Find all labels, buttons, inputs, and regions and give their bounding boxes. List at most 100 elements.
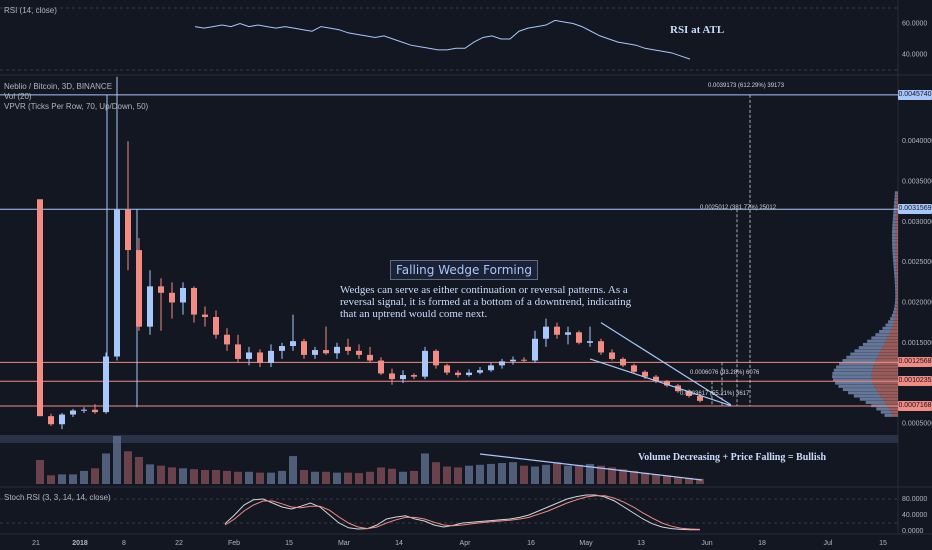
volume-bar-14 xyxy=(190,469,198,484)
candle-body-45 xyxy=(532,338,538,361)
vpvr-down-row-8 xyxy=(875,388,898,392)
vpvr-down-row-34 xyxy=(896,304,898,308)
volume-indicator-title: Vol (20) xyxy=(4,92,32,101)
vpvr-up-row-48 xyxy=(893,259,897,263)
candle-body-0 xyxy=(37,199,43,417)
vpvr-up-row-16 xyxy=(839,362,875,366)
vpvr-up-row-66 xyxy=(894,200,897,204)
volume-bar-8 xyxy=(124,451,132,484)
vpvr-up-row-22 xyxy=(862,342,884,346)
rsi-tick-1: 40.0000 xyxy=(902,52,927,59)
vpvr-up-row-29 xyxy=(888,320,895,324)
vpvr-down-row-54 xyxy=(895,239,898,243)
candle-body-8 xyxy=(125,209,131,251)
vpvr-up-row-47 xyxy=(893,262,897,266)
volume-bar-39 xyxy=(465,465,473,484)
volume-bar-24 xyxy=(300,470,308,484)
volume-bar-56 xyxy=(652,474,660,484)
price-tick-4: 0.0025000 xyxy=(902,259,932,266)
volume-bar-21 xyxy=(267,472,275,484)
candle-body-50 xyxy=(587,341,593,343)
vpvr-up-row-43 xyxy=(894,275,897,279)
candle-body-51 xyxy=(598,341,604,353)
price-tag-0: 0.0045740 xyxy=(898,89,932,100)
measure-label-2: 0.0025012 (381.77%) 25012 xyxy=(700,205,777,211)
volume-bar-19 xyxy=(245,471,253,484)
candle-body-46 xyxy=(543,326,549,339)
vpvr-up-row-53 xyxy=(892,242,896,246)
vpvr-up-row-2 xyxy=(876,407,890,411)
stoch-tick-0: 80.0000 xyxy=(902,496,927,503)
price-tick-0: 0.0005000 xyxy=(902,420,932,427)
candle-body-35 xyxy=(422,350,428,377)
vpvr-down-row-0 xyxy=(892,413,898,417)
volume-trend-line xyxy=(479,453,703,481)
vpvr-down-row-36 xyxy=(896,297,898,301)
vpvr-down-row-23 xyxy=(885,339,898,343)
candle-body-5 xyxy=(92,409,98,413)
candle-body-42 xyxy=(499,361,505,366)
vpvr-down-row-9 xyxy=(874,384,898,388)
candle-body-17 xyxy=(224,334,230,345)
stoch-tick-1: 40.0000 xyxy=(902,512,927,519)
vpvr-down-row-12 xyxy=(871,375,898,379)
price-tick-5: 0.0030000 xyxy=(902,219,932,226)
volume-bar-44 xyxy=(520,465,528,484)
candle-body-14 xyxy=(191,287,197,315)
vpvr-up-row-28 xyxy=(885,323,894,327)
vpvr-up-row-56 xyxy=(892,233,896,237)
x-tick-4: Feb xyxy=(228,540,240,547)
vpvr-down-row-57 xyxy=(895,230,898,234)
stoch-k-line xyxy=(224,494,700,531)
vpvr-up-row-63 xyxy=(893,210,897,214)
vpvr-down-row-14 xyxy=(872,368,898,372)
rsi-line xyxy=(194,19,691,60)
vpvr-up-row-58 xyxy=(892,226,896,230)
candle-body-53 xyxy=(620,358,626,366)
vpvr-down-row-13 xyxy=(871,371,898,375)
candle-body-31 xyxy=(378,360,384,374)
volume-bar-59 xyxy=(685,477,693,484)
price-tick-3: 0.0020000 xyxy=(902,299,932,306)
stoch-d-line xyxy=(224,495,701,530)
volume-bar-1 xyxy=(47,475,55,484)
candle-body-37 xyxy=(444,365,450,373)
volume-bar-5 xyxy=(91,468,99,484)
vpvr-down-row-26 xyxy=(890,330,898,334)
vpvr-up-row-57 xyxy=(892,230,896,234)
volume-bar-31 xyxy=(377,467,385,484)
vpvr-up-row-24 xyxy=(871,336,888,340)
vpvr-up-row-33 xyxy=(893,307,897,311)
vpvr-down-row-40 xyxy=(896,284,898,288)
volume-bar-25 xyxy=(311,471,319,484)
price-tag-2: 0.0012568 xyxy=(898,357,932,368)
vpvr-down-row-32 xyxy=(896,310,898,314)
volume-bar-15 xyxy=(201,470,209,484)
x-tick-12: Jun xyxy=(701,540,712,547)
candle-body-34 xyxy=(411,375,417,377)
candle-body-30 xyxy=(367,354,373,361)
candle-body-49 xyxy=(576,332,582,343)
candle-body-43 xyxy=(510,359,516,362)
vpvr-up-row-15 xyxy=(836,365,874,369)
wedge-lower-line xyxy=(589,358,732,407)
vpvr-down-row-52 xyxy=(895,246,898,250)
vpvr-up-row-23 xyxy=(867,339,886,343)
candle-body-41 xyxy=(488,365,494,371)
vpvr-down-row-37 xyxy=(896,294,898,298)
measure-label-4: 0.0003617 (55.21%) 3617 xyxy=(680,391,750,397)
candle-body-1 xyxy=(48,416,54,425)
vpvr-up-row-25 xyxy=(875,333,889,337)
vpvr-up-row-65 xyxy=(893,204,897,208)
vpvr-up-row-62 xyxy=(893,213,897,217)
x-tick-11: 13 xyxy=(637,540,645,547)
vpvr-down-row-61 xyxy=(895,217,898,221)
volume-bar-41 xyxy=(487,463,495,484)
x-tick-0: 21 xyxy=(32,540,40,547)
volume-bar-52 xyxy=(608,467,616,484)
vpvr-down-row-59 xyxy=(895,223,898,227)
vpvr-up-row-40 xyxy=(895,284,897,288)
x-tick-9: 16 xyxy=(527,540,535,547)
vpvr-down-row-7 xyxy=(878,391,898,395)
